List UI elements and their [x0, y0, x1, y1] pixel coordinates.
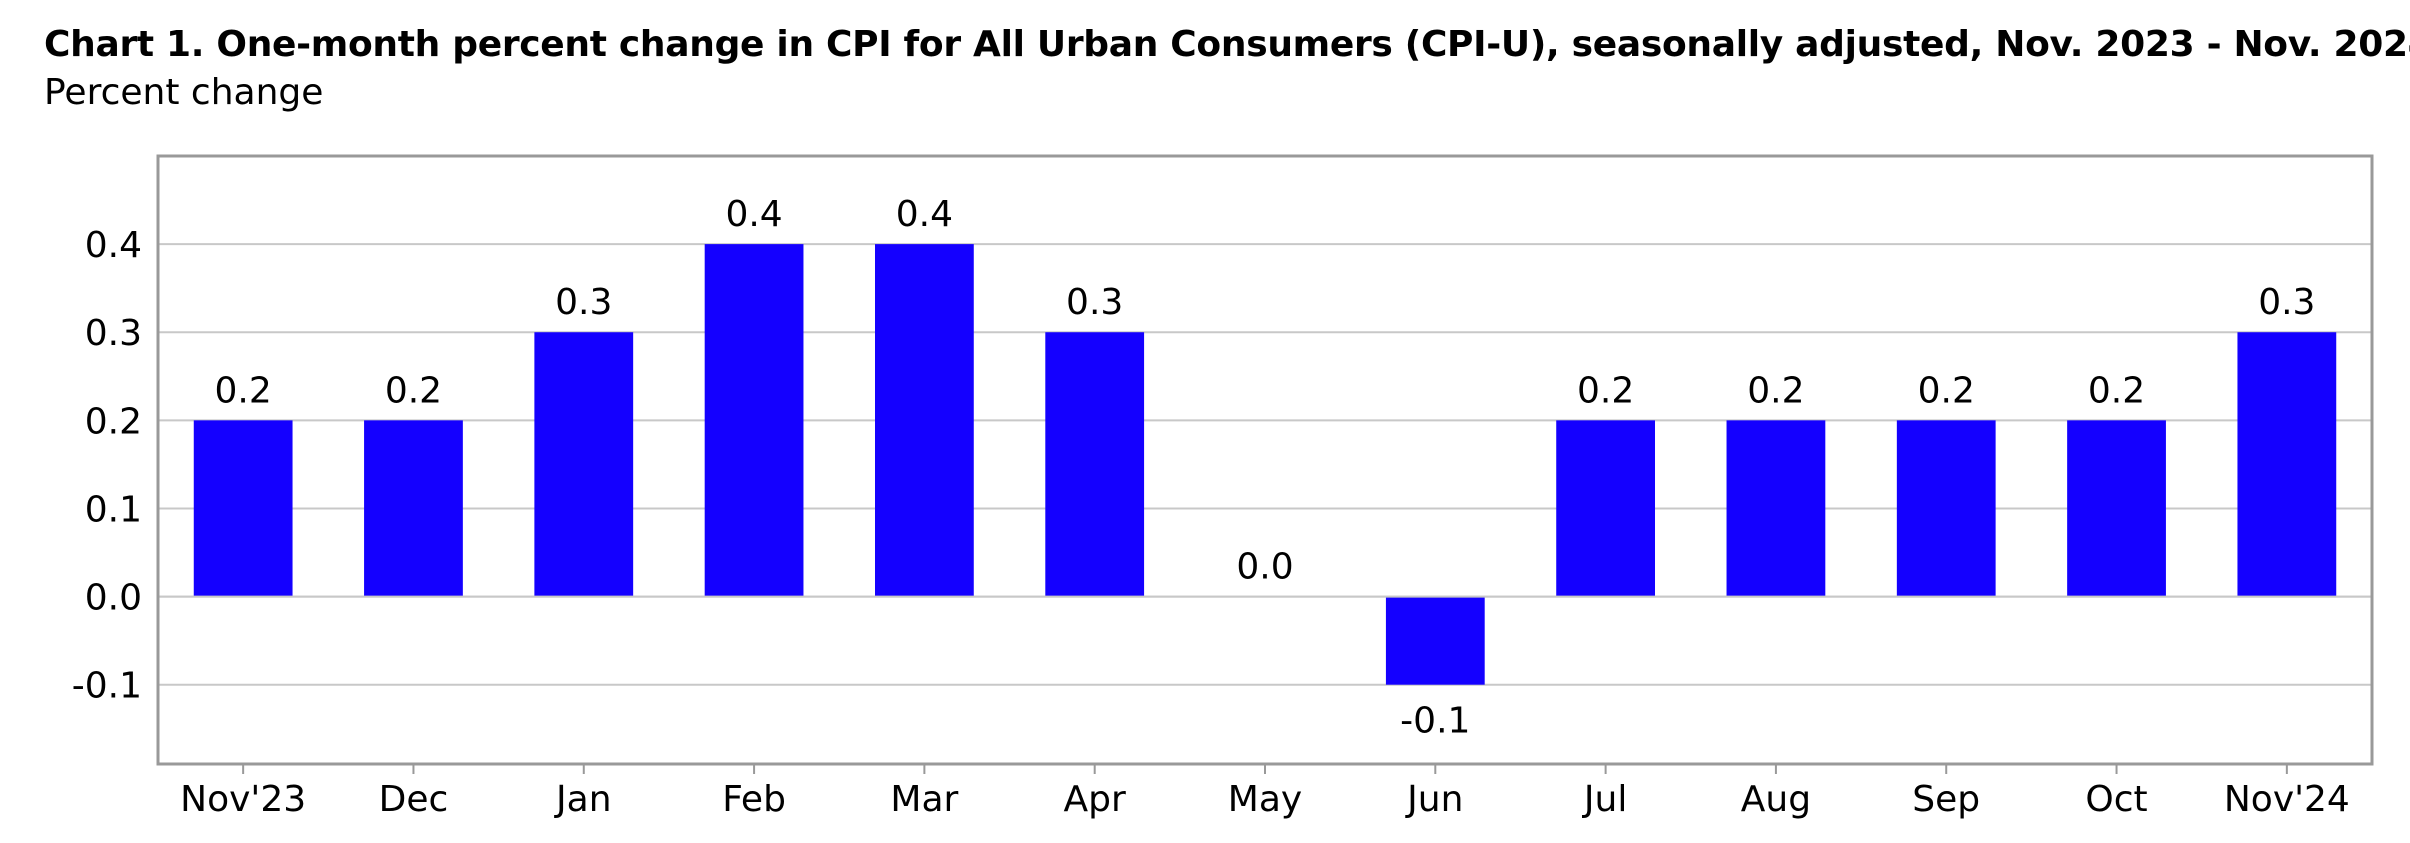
x-tick-label: Feb — [722, 779, 786, 820]
data-labels: 0.2 0.2 0.3 0.4 0.4 0.3 0.0 -0.1 0.2 0.2 0.2 0.2 0.3 — [215, 194, 2316, 742]
data-label: 0.2 — [1577, 370, 1634, 411]
y-tick-label: 0.1 — [85, 489, 142, 530]
y-tick-label: 0.4 — [85, 225, 142, 266]
y-tick-label: 0.2 — [85, 401, 142, 442]
bar — [193, 420, 293, 597]
bar — [874, 244, 974, 597]
bar — [1896, 420, 1996, 597]
y-tick-label: 0.0 — [85, 578, 142, 619]
x-axis-ticks: Nov'23 Dec Jan Feb Mar Apr May Jun Jul Aug Sep Oct N… — [180, 764, 2350, 820]
data-label: 0.2 — [215, 370, 272, 411]
x-tick-label: Nov'24 — [2224, 779, 2350, 820]
data-label: 0.3 — [2258, 282, 2315, 323]
bar — [1726, 420, 1826, 597]
data-label: 0.2 — [1918, 370, 1975, 411]
x-tick-label: Jul — [1582, 779, 1627, 820]
x-tick-label: Sep — [1912, 779, 1980, 820]
bar — [1556, 420, 1656, 597]
data-label: 0.4 — [896, 194, 953, 235]
data-label: 0.0 — [1236, 547, 1293, 588]
data-label: 0.4 — [725, 194, 782, 235]
x-tick-label: Dec — [379, 779, 449, 820]
x-tick-label: Jun — [1405, 779, 1463, 820]
plot-frame — [156, 154, 2374, 766]
data-label: 0.2 — [385, 370, 442, 411]
data-label: -0.1 — [1400, 701, 1470, 742]
data-label: 0.3 — [555, 282, 612, 323]
y-tick-label: 0.3 — [85, 313, 142, 354]
bar — [704, 244, 804, 597]
chart-subtitle: Percent change — [44, 72, 324, 113]
bar — [534, 332, 634, 597]
chart-title: Chart 1. One-month percent change in CPI… — [44, 24, 2410, 65]
bar — [2237, 332, 2337, 597]
bar — [1385, 596, 1485, 685]
y-axis-ticks: -0.1 0.0 0.1 0.2 0.3 0.4 — [72, 225, 142, 707]
x-tick-label: Aug — [1741, 779, 1811, 820]
y-tick-label: -0.1 — [72, 666, 142, 707]
x-tick-label: Apr — [1064, 779, 1126, 820]
bar — [2067, 420, 2166, 597]
x-tick-label: Nov'23 — [180, 779, 306, 820]
data-label: 0.3 — [1066, 282, 1123, 323]
data-label: 0.2 — [2088, 370, 2145, 411]
gridlines — [158, 243, 2372, 686]
bar — [364, 420, 463, 597]
bar — [1045, 332, 1145, 597]
x-tick-label: Oct — [2085, 779, 2147, 820]
data-label: 0.2 — [1747, 370, 1804, 411]
x-tick-label: May — [1228, 779, 1302, 820]
bars — [193, 244, 2337, 685]
x-tick-label: Jan — [554, 779, 612, 820]
plot-frame-group — [156, 154, 2374, 766]
x-tick-label: Mar — [890, 779, 958, 820]
